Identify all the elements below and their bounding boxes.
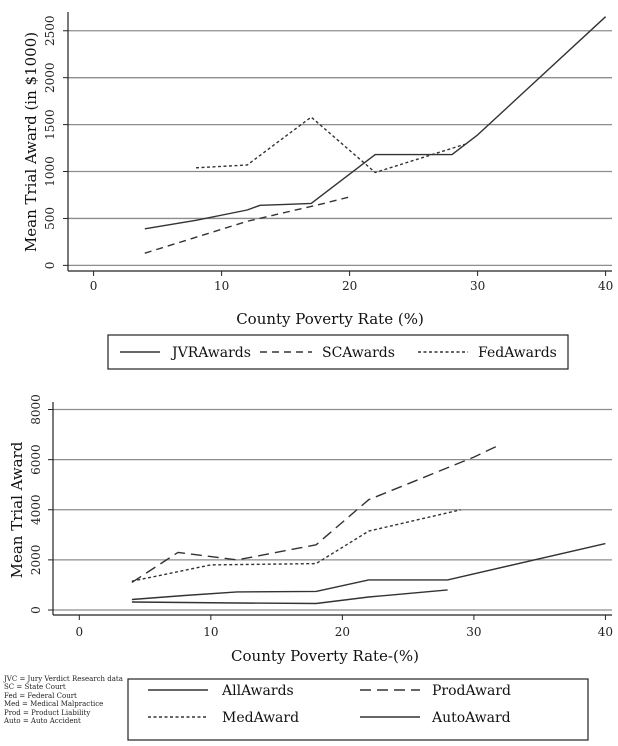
- note-line: SC = State Court: [4, 683, 66, 692]
- legend-label: MedAward: [222, 710, 299, 726]
- abbreviation-notes: JVC = Jury Verdict Research data SC = St…: [4, 675, 123, 725]
- legend-label: SCAwards: [322, 345, 395, 361]
- note-line: Prod = Product Liability: [4, 708, 91, 717]
- y-axis-label: Mean Trial Award: [8, 441, 26, 578]
- x-tick-label: 40: [598, 625, 613, 639]
- x-tick-label: 10: [214, 279, 229, 293]
- chart-panel-2: 0 2000 4000 6000 8000 0 10 20 30 40 County Poverty…: [8, 394, 613, 741]
- legend-label: JVRAwards: [170, 345, 251, 361]
- note-line: Fed = Federal Court: [4, 691, 77, 700]
- x-tick-label: 30: [466, 625, 481, 639]
- y-tick-label: 6000: [29, 444, 43, 475]
- legend-label: FedAwards: [478, 345, 557, 361]
- y-tick-label: 2000: [29, 545, 43, 576]
- y-tick-label: 500: [43, 207, 57, 230]
- series-line-fedawards: [195, 116, 466, 174]
- x-axis-label: County Poverty Rate-(%): [231, 647, 419, 665]
- note-line: Med = Medical Malpractice: [4, 700, 104, 709]
- chart-panel-1: 0 500 1000 1500 2000 2500 0 10 20 30 40 County Pove…: [22, 12, 613, 370]
- series-line-prodaward: [131, 443, 501, 583]
- y-axis-label: Mean Trial Award (in $1000): [22, 32, 40, 252]
- x-tick-label: 20: [342, 279, 357, 293]
- series-line-scawards: [144, 196, 350, 254]
- legend: JVRAwards SCAwards FedAwards: [107, 334, 569, 370]
- note-line: Auto = Auto Accident: [4, 717, 81, 726]
- legend-box: [107, 334, 569, 370]
- x-tick-label: 10: [203, 625, 218, 639]
- x-tick-label: 20: [335, 625, 350, 639]
- note-line: JVC = Jury Verdict Research data: [4, 675, 123, 683]
- x-axis-label: County Poverty Rate (%): [236, 310, 424, 328]
- legend-label: AutoAward: [431, 710, 511, 726]
- legend-label: ProdAward: [432, 683, 511, 699]
- y-tick-label: 2500: [43, 15, 57, 46]
- series-line-autoaward: [131, 589, 448, 605]
- legend-box: [127, 678, 589, 741]
- x-tick-label: 0: [90, 279, 98, 293]
- y-tick-label: 1000: [43, 156, 57, 187]
- y-tick-label: 1500: [43, 109, 57, 140]
- series-line-jvrawards: [144, 16, 607, 230]
- x-tick-label: 0: [75, 625, 83, 639]
- y-tick-label: 8000: [29, 394, 43, 425]
- legend: AllAwards ProdAward MedAward AutoAward: [127, 678, 589, 741]
- legend-label: AllAwards: [221, 683, 294, 699]
- series-line-allawards: [131, 542, 606, 601]
- x-tick-label: 30: [470, 279, 485, 293]
- y-tick-label: 0: [43, 262, 57, 270]
- x-tick-label: 40: [598, 279, 613, 293]
- y-tick-label: 2000: [43, 62, 57, 93]
- y-tick-label: 0: [29, 606, 43, 614]
- y-tick-label: 4000: [29, 494, 43, 525]
- series-line-medaward: [131, 509, 461, 582]
